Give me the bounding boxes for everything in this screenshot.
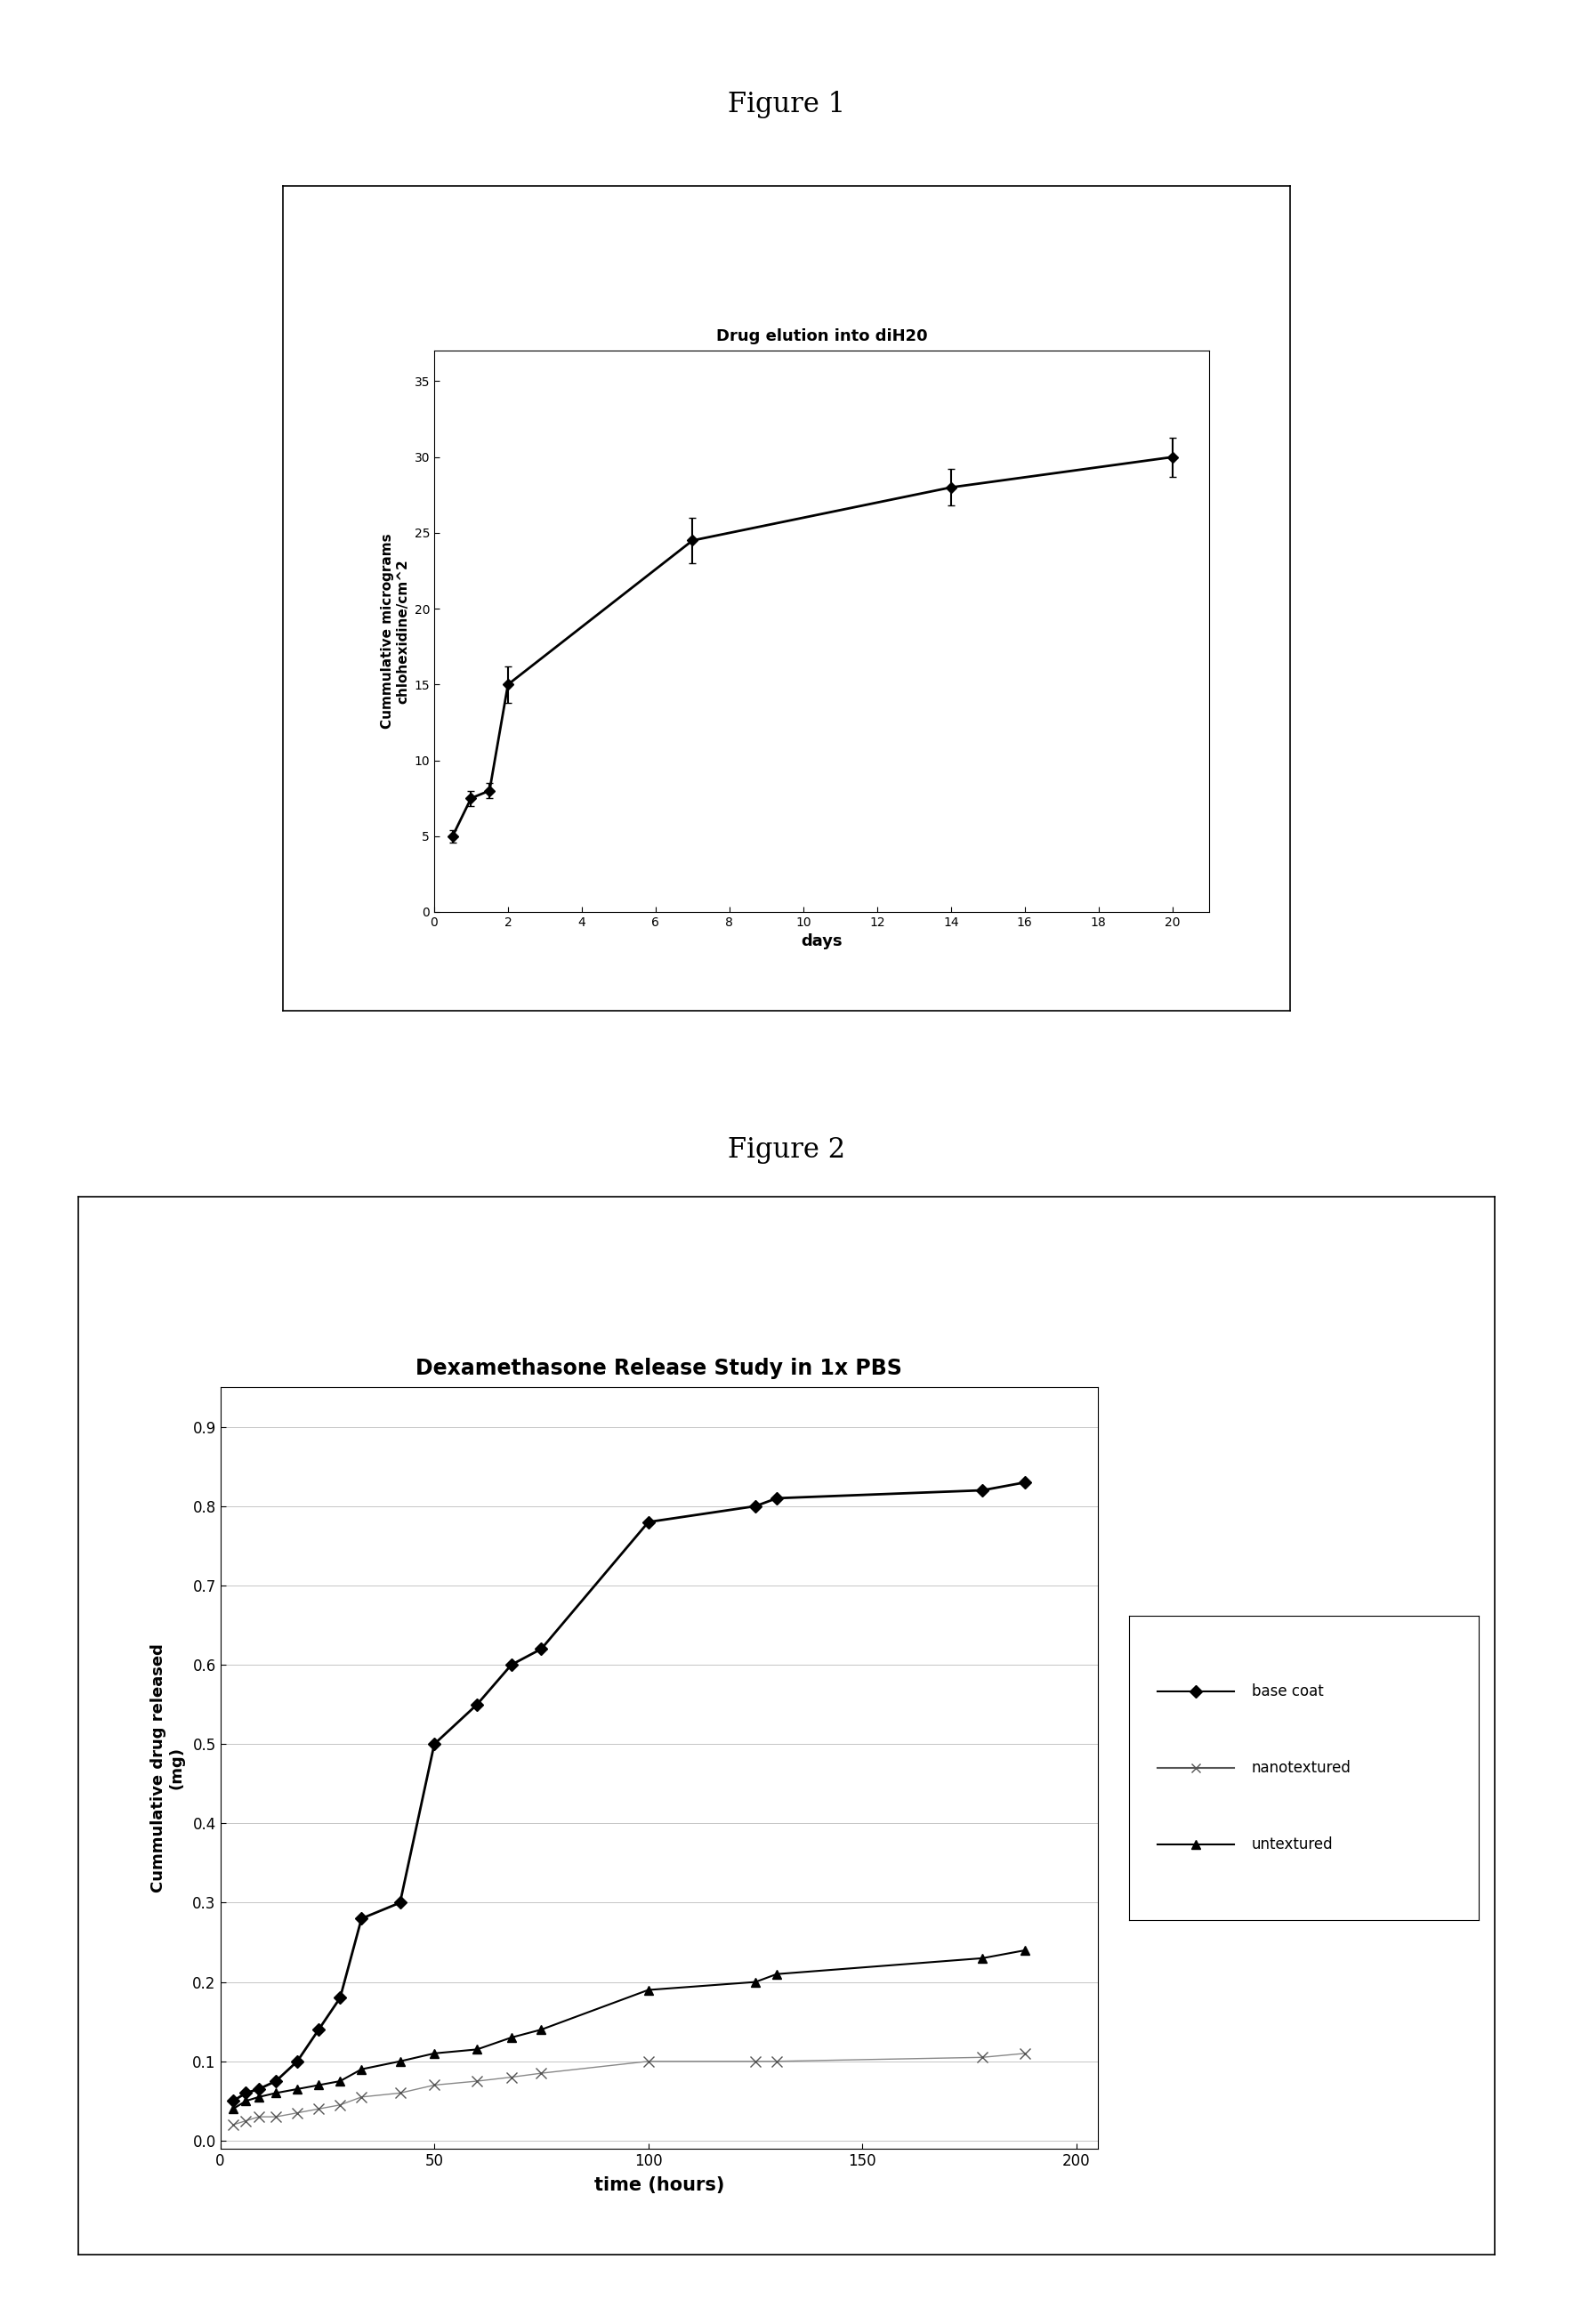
base coat — [1016, 1469, 1035, 1497]
untextured — [266, 2080, 285, 2108]
nanotextured — [502, 2064, 521, 2092]
untextured — [352, 2054, 371, 2082]
untextured — [223, 2094, 242, 2122]
base coat — [768, 1485, 786, 1513]
Title: Drug elution into diH20: Drug elution into diH20 — [716, 328, 928, 344]
untextured — [502, 2024, 521, 2052]
nanotextured — [288, 2099, 307, 2126]
untextured — [249, 2082, 267, 2110]
base coat — [639, 1508, 658, 1536]
base coat — [236, 2080, 255, 2108]
untextured — [1016, 1936, 1035, 1964]
base coat — [288, 2047, 307, 2075]
base coat — [974, 1476, 993, 1504]
base coat — [532, 1636, 551, 1664]
base coat — [310, 2015, 329, 2043]
nanotextured — [425, 2071, 444, 2099]
nanotextured — [532, 2059, 551, 2087]
nanotextured — [330, 2092, 349, 2119]
base coat — [352, 1906, 371, 1934]
X-axis label: time (hours): time (hours) — [595, 2175, 724, 2194]
Text: Figure 1: Figure 1 — [728, 91, 845, 119]
Title: Dexamethasone Release Study in 1x PBS: Dexamethasone Release Study in 1x PBS — [415, 1357, 903, 1378]
untextured — [330, 2066, 349, 2094]
X-axis label: days: days — [801, 934, 843, 951]
untextured — [768, 1959, 786, 1987]
Y-axis label: Cummulative drug released
(mg): Cummulative drug released (mg) — [151, 1643, 186, 1892]
nanotextured — [768, 2047, 786, 2075]
Y-axis label: Cummulative micrograms
chlohexidine/cm^2: Cummulative micrograms chlohexidine/cm^2 — [381, 535, 409, 730]
Text: untextured: untextured — [1252, 1836, 1334, 1852]
base coat — [249, 2075, 267, 2103]
Text: Figure 2: Figure 2 — [728, 1136, 845, 1164]
Line: base coat: base coat — [228, 1478, 1029, 2106]
base coat — [425, 1729, 444, 1757]
untextured — [974, 1945, 993, 1973]
Line: nanotextured: nanotextured — [228, 2047, 1030, 2129]
nanotextured — [467, 2066, 486, 2094]
untextured — [467, 2036, 486, 2064]
base coat — [390, 1889, 409, 1917]
untextured — [236, 2087, 255, 2115]
untextured — [532, 2015, 551, 2043]
Text: nanotextured: nanotextured — [1252, 1759, 1351, 1776]
nanotextured — [352, 2082, 371, 2110]
base coat — [502, 1650, 521, 1678]
nanotextured — [639, 2047, 658, 2075]
base coat — [746, 1492, 764, 1520]
nanotextured — [266, 2103, 285, 2131]
Line: untextured: untextured — [228, 1945, 1029, 2113]
base coat — [467, 1690, 486, 1717]
Text: base coat: base coat — [1252, 1683, 1323, 1699]
nanotextured — [236, 2108, 255, 2136]
nanotextured — [390, 2080, 409, 2108]
untextured — [639, 1975, 658, 2003]
untextured — [288, 2075, 307, 2103]
untextured — [310, 2071, 329, 2099]
nanotextured — [746, 2047, 764, 2075]
nanotextured — [223, 2110, 242, 2138]
untextured — [746, 1968, 764, 1996]
nanotextured — [974, 2043, 993, 2071]
base coat — [223, 2087, 242, 2115]
base coat — [330, 1985, 349, 2013]
base coat — [266, 2066, 285, 2094]
untextured — [425, 2040, 444, 2068]
nanotextured — [1016, 2040, 1035, 2068]
nanotextured — [310, 2094, 329, 2122]
nanotextured — [249, 2103, 267, 2131]
untextured — [390, 2047, 409, 2075]
